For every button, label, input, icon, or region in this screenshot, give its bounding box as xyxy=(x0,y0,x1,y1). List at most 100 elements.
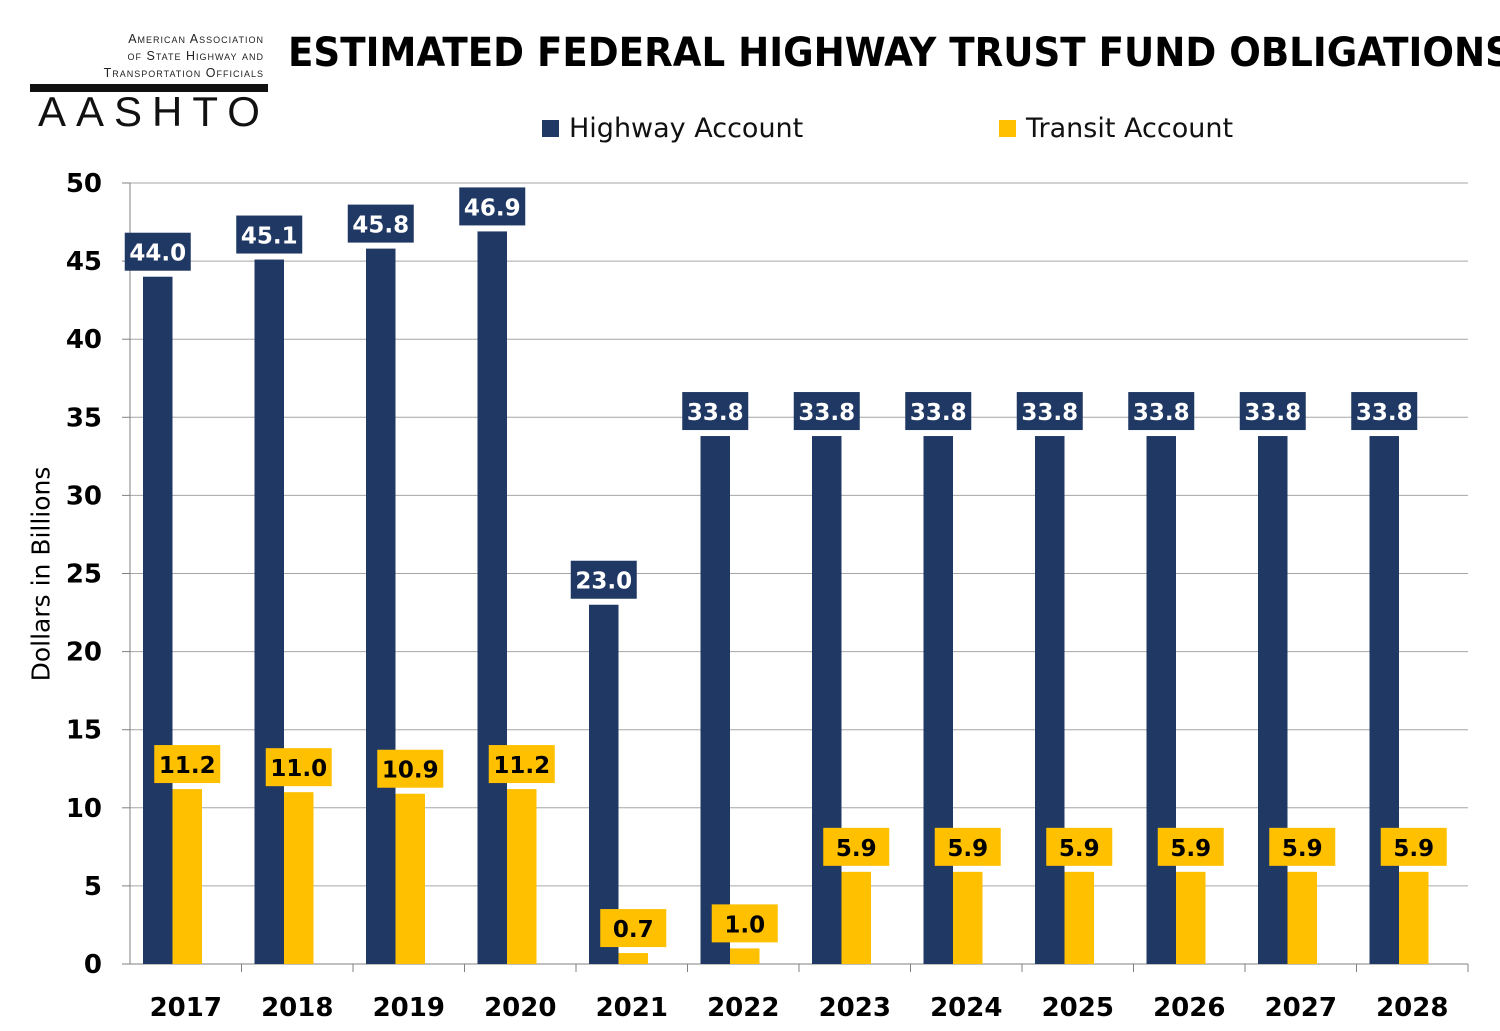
highway-data-label: 33.8 xyxy=(1356,400,1413,426)
y-tick-label: 15 xyxy=(66,716,102,746)
legend-transit: Transit Account xyxy=(999,113,1233,144)
y-tick-label: 40 xyxy=(66,325,102,355)
chart-title: ESTIMATED FEDERAL HIGHWAY TRUST FUND OBL… xyxy=(288,30,1500,76)
highway-data-label-box xyxy=(236,215,303,254)
highway-bar xyxy=(254,259,284,965)
y-tick-label: 45 xyxy=(66,247,102,277)
x-tick-label: 2022 xyxy=(707,993,779,1023)
transit-data-label-box xyxy=(1269,827,1336,866)
highway-data-label-box xyxy=(124,232,191,271)
highway-bar xyxy=(143,276,173,965)
transit-bar xyxy=(172,789,202,964)
highway-data-label-box xyxy=(1239,392,1306,431)
highway-bar xyxy=(1035,436,1065,964)
highway-bar xyxy=(1258,436,1288,964)
transit-data-label-box xyxy=(934,827,1001,866)
highway-data-label: 45.1 xyxy=(241,224,298,250)
transit-data-label-box xyxy=(488,745,555,784)
transit-bar xyxy=(841,871,871,964)
highway-bar xyxy=(812,436,842,964)
transit-data-label-box xyxy=(265,748,332,787)
y-tick-label: 30 xyxy=(66,481,102,511)
highway-data-label: 33.8 xyxy=(1244,400,1301,426)
highway-bar xyxy=(589,604,619,964)
x-tick-label: 2026 xyxy=(1153,993,1225,1023)
highway-data-label: 23.0 xyxy=(575,569,632,595)
transit-data-label: 5.9 xyxy=(1170,836,1211,862)
transit-bar xyxy=(618,953,648,964)
x-tick-label: 2017 xyxy=(150,993,222,1023)
highway-data-label: 33.8 xyxy=(1021,400,1078,426)
highway-bar xyxy=(923,436,953,964)
y-tick-label: 0 xyxy=(84,950,102,980)
transit-data-label-box xyxy=(1046,827,1113,866)
highway-bar xyxy=(477,231,507,964)
transit-data-label: 11.0 xyxy=(270,756,327,782)
highway-data-label-box xyxy=(793,392,860,431)
aashto-logo: American Association of State Highway an… xyxy=(28,32,270,135)
transit-bar xyxy=(1064,871,1094,964)
x-tick-label: 2024 xyxy=(930,993,1002,1023)
transit-data-label: 11.2 xyxy=(493,753,550,779)
logo-line-1: American Association xyxy=(128,32,264,46)
legend-highway: Highway Account xyxy=(542,113,803,144)
highway-data-label-box xyxy=(1016,392,1083,431)
highway-data-label: 33.8 xyxy=(798,400,855,426)
highway-data-label: 46.9 xyxy=(464,195,521,221)
y-tick-label: 50 xyxy=(66,169,102,199)
legend-label-highway: Highway Account xyxy=(569,113,804,144)
highway-data-label-box xyxy=(459,187,526,226)
y-tick-label: 35 xyxy=(66,403,102,433)
highway-data-label: 44.0 xyxy=(129,241,186,267)
logo-line-2: of State Highway and xyxy=(127,49,264,63)
highway-bar xyxy=(1369,436,1399,964)
transit-data-label: 11.2 xyxy=(159,753,216,779)
x-tick-label: 2027 xyxy=(1265,993,1337,1023)
transit-data-label: 0.7 xyxy=(613,917,654,943)
transit-bar xyxy=(953,871,983,964)
transit-bar xyxy=(1399,871,1429,964)
highway-bar xyxy=(1146,436,1176,964)
transit-bar xyxy=(1287,871,1317,964)
x-tick-label: 2025 xyxy=(1042,993,1114,1023)
transit-data-label-box xyxy=(600,909,667,948)
x-tick-label: 2021 xyxy=(596,993,668,1023)
highway-bar xyxy=(700,436,730,964)
transit-data-label: 5.9 xyxy=(1393,836,1434,862)
transit-data-label: 5.9 xyxy=(836,836,877,862)
transit-data-label-box xyxy=(1157,827,1224,866)
transit-data-label-box xyxy=(377,749,444,788)
transit-data-label: 10.9 xyxy=(382,758,439,784)
y-tick-label: 20 xyxy=(66,638,102,668)
highway-data-label-box xyxy=(570,560,637,599)
logo-wordmark: AASHTO xyxy=(38,88,270,135)
highway-data-label-box xyxy=(905,392,972,431)
highway-bar xyxy=(366,248,396,964)
transit-data-label: 1.0 xyxy=(724,912,765,938)
legend-swatch-highway xyxy=(542,120,559,137)
y-tick-label: 25 xyxy=(66,560,102,590)
highway-data-label: 33.8 xyxy=(1133,400,1190,426)
legend-swatch-transit xyxy=(999,120,1016,137)
transit-bar xyxy=(395,793,425,964)
transit-bar xyxy=(507,789,537,964)
transit-bar xyxy=(1176,871,1206,964)
x-tick-label: 2028 xyxy=(1376,993,1448,1023)
legend-label-transit: Transit Account xyxy=(1026,113,1234,144)
highway-data-label-box xyxy=(1128,392,1195,431)
highway-data-label: 45.8 xyxy=(352,213,409,239)
transit-bar xyxy=(730,948,760,964)
transit-data-label: 5.9 xyxy=(947,836,988,862)
highway-data-label-box xyxy=(1351,392,1418,431)
transit-data-label: 5.9 xyxy=(1282,836,1323,862)
x-tick-label: 2023 xyxy=(819,993,891,1023)
highway-data-label-box xyxy=(347,204,414,243)
x-tick-label: 2020 xyxy=(484,993,556,1023)
x-tick-label: 2019 xyxy=(373,993,445,1023)
transit-data-label-box xyxy=(154,745,221,784)
transit-data-label-box xyxy=(823,827,890,866)
y-tick-label: 5 xyxy=(84,872,102,902)
highway-data-label: 33.8 xyxy=(910,400,967,426)
transit-data-label: 5.9 xyxy=(1059,836,1100,862)
